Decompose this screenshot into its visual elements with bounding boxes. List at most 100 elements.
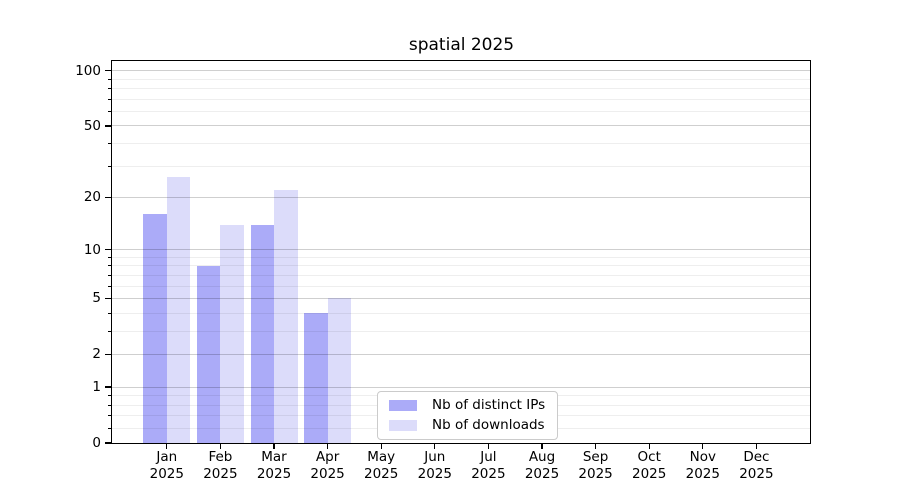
y-gridline-minor: [112, 265, 810, 267]
y-gridline-major: [112, 386, 810, 388]
bar-distinct-ips-jan: [143, 214, 167, 443]
y-minor-tick-mark: [107, 404, 111, 406]
y-gridline-minor: [112, 312, 810, 314]
y-gridline-major: [112, 125, 810, 127]
x-tick-month: Jun: [424, 449, 446, 465]
y-minor-tick-mark: [107, 285, 111, 287]
x-tick-mark: [166, 443, 168, 449]
y-tick-mark: [105, 442, 111, 444]
y-tick-label: 0: [92, 435, 101, 451]
bar-downloads-mar: [274, 190, 298, 443]
x-tick-year: 2025: [256, 466, 292, 482]
chart-title: spatial 2025: [408, 35, 515, 55]
y-tick-mark: [105, 70, 111, 72]
plot-area: 0 1 2 5 10 20 50 100 Jan 2025 Feb 2025 Mar 2025 Apr 202…: [75, 60, 811, 482]
x-tick-mark: [541, 443, 543, 449]
bar-distinct-ips-feb: [196, 265, 221, 443]
bar-downloads-apr: [327, 298, 352, 443]
y-tick-label: 1: [92, 379, 101, 396]
bar-downloads-feb: [220, 224, 244, 443]
y-gridline-minor: [112, 285, 810, 287]
x-tick-mark: [755, 443, 758, 449]
x-tick-month: Feb: [208, 449, 233, 465]
x-tick-label: Apr 2025: [297, 449, 359, 483]
y-gridline-major: [112, 249, 810, 251]
y-minor-tick-mark: [107, 395, 111, 397]
y-minor-tick-mark: [107, 165, 111, 167]
x-tick-label: Sep 2025: [565, 449, 627, 483]
y-tick-mark: [105, 125, 111, 127]
x-tick-label: Oct 2025: [618, 449, 680, 483]
y-tick-label: 100: [75, 62, 101, 79]
x-tick-mark: [273, 443, 275, 449]
y-tick-mark: [105, 386, 111, 388]
y-minor-tick-mark: [107, 427, 111, 429]
x-tick-label: May 2025: [350, 449, 412, 483]
y-gridline-minor: [112, 274, 810, 276]
x-tick-month: Nov: [689, 449, 716, 465]
y-tick-label: 2: [92, 346, 101, 363]
y-minor-tick-mark: [107, 142, 111, 144]
x-tick-mark: [380, 443, 382, 449]
x-tick-mark: [594, 443, 597, 449]
y-gridline-major: [112, 353, 810, 355]
x-tick-year: 2025: [310, 466, 345, 482]
x-tick-label: Mar 2025: [243, 449, 305, 483]
x-tick-year: 2025: [203, 466, 238, 482]
x-tick-mark: [702, 443, 704, 449]
y-tick-label: 10: [83, 241, 101, 258]
x-tick-month: Jan: [156, 449, 178, 465]
y-minor-tick-mark: [107, 110, 111, 112]
y-minor-tick-mark: [107, 274, 111, 276]
x-tick-mark: [487, 443, 490, 449]
y-minor-tick-mark: [107, 98, 111, 100]
x-tick-month: Mar: [261, 449, 287, 465]
y-tick-label: 5: [92, 290, 101, 307]
x-tick-month: Jul: [480, 449, 497, 465]
y-tick-label: 20: [83, 189, 101, 206]
y-tick-mark: [105, 297, 111, 300]
y-minor-tick-mark: [107, 256, 111, 258]
bar-downloads-jan: [166, 177, 191, 443]
x-tick-year: 2025: [739, 466, 774, 482]
y-gridline-minor: [112, 330, 810, 332]
y-gridline-minor: [112, 142, 810, 144]
x-tick-year: 2025: [471, 466, 506, 482]
x-tick-mark: [648, 443, 650, 449]
y-minor-tick-mark: [107, 330, 111, 332]
x-tick-label: Jun 2025: [404, 449, 466, 483]
y-minor-tick-mark: [107, 415, 111, 417]
y-gridline-minor: [112, 165, 810, 167]
legend-label-distinct-ips: Nb of distinct IPs: [432, 397, 546, 413]
x-tick-year: 2025: [632, 466, 667, 482]
x-tick-month: Apr: [315, 449, 340, 465]
x-tick-year: 2025: [685, 466, 720, 482]
y-gridline-minor: [112, 256, 810, 258]
x-tick-year: 2025: [578, 466, 613, 482]
y-gridline-major: [112, 70, 810, 72]
y-gridline-minor: [112, 88, 810, 90]
x-tick-label: Jul 2025: [457, 449, 519, 483]
legend-swatch-distinct-ips: [389, 400, 417, 411]
x-tick-month: Dec: [743, 449, 770, 465]
x-tick-label: Aug 2025: [511, 449, 573, 483]
x-tick-label: Nov 2025: [672, 449, 734, 483]
x-tick-year: 2025: [524, 466, 560, 482]
legend-label-downloads: Nb of downloads: [432, 417, 545, 433]
y-tick-mark: [105, 196, 111, 199]
legend-row: Nb of distinct IPs: [389, 398, 545, 413]
x-tick-mark: [219, 443, 222, 449]
x-tick-label: Dec 2025: [725, 449, 787, 483]
legend-swatch-downloads: [389, 420, 417, 431]
y-gridline-major: [112, 297, 810, 300]
x-tick-year: 2025: [417, 466, 452, 482]
x-tick-month: Sep: [582, 449, 609, 465]
x-tick-month: Oct: [637, 449, 661, 465]
y-tick-mark: [105, 248, 111, 251]
bar-distinct-ips-mar: [250, 224, 274, 443]
y-gridline-minor: [112, 110, 810, 112]
legend: Nb of distinct IPs Nb of downloads: [377, 391, 559, 440]
bar-distinct-ips-apr: [304, 313, 328, 443]
x-tick-label: Jan 2025: [136, 449, 198, 483]
